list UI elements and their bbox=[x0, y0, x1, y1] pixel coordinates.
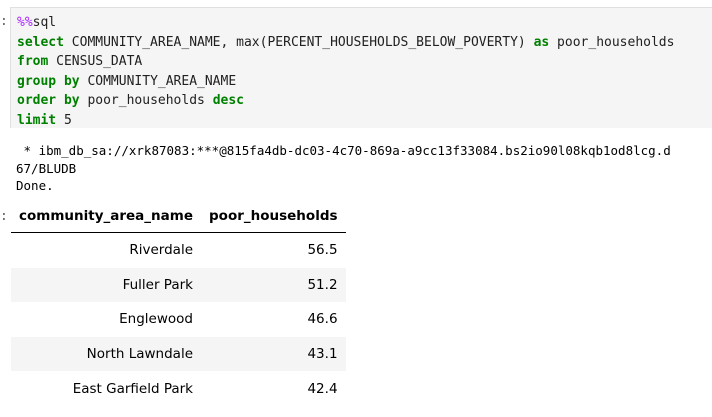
cell-poor-households: 46.6 bbox=[201, 302, 346, 337]
sql-keyword: group by bbox=[17, 73, 80, 89]
code-token: poor_households bbox=[549, 34, 675, 50]
code-line: from CENSUS_DATA bbox=[17, 52, 712, 72]
cell-community-area-name: East Garfield Park bbox=[11, 371, 201, 406]
cell-community-area-name: North Lawndale bbox=[11, 336, 201, 372]
cell-poor-households: 43.1 bbox=[201, 336, 346, 372]
table-row: Riverdale 56.5 bbox=[11, 232, 346, 268]
sql-keyword: limit bbox=[17, 112, 57, 128]
table-body: Riverdale 56.5 Fuller Park 51.2 Englewood 46.… bbox=[11, 232, 346, 406]
code-line: select COMMUNITY_AREA_NAME, max(PERCENT_… bbox=[17, 33, 712, 53]
table-header-row: community_area_name poor_households bbox=[11, 200, 346, 233]
code-token: 5 bbox=[56, 112, 72, 128]
table-row: East Garfield Park 42.4 bbox=[11, 371, 346, 406]
column-header-poor-households: poor_households bbox=[201, 200, 346, 233]
cell-output-stdout: * ibm_db_sa://xrk87083:***@815fa4db-dc03… bbox=[16, 142, 671, 195]
stdout-line: 67/BLUDB bbox=[16, 160, 77, 176]
code-line: order by poor_households desc bbox=[17, 91, 712, 111]
output-prompt-mark: : bbox=[0, 209, 8, 224]
code-line: %%sql bbox=[17, 13, 712, 33]
code-token: COMMUNITY_AREA_NAME, max(PERCENT_HOUSEHO… bbox=[63, 34, 534, 50]
sql-keyword: from bbox=[17, 54, 49, 70]
code-token: sql bbox=[32, 15, 57, 30]
code-token: CENSUS_DATA bbox=[48, 54, 143, 70]
column-header-community-area-name: community_area_name bbox=[11, 200, 201, 233]
cell-poor-households: 51.2 bbox=[201, 267, 346, 303]
cell-community-area-name: Englewood bbox=[11, 302, 201, 337]
cell-poor-households: 42.4 bbox=[201, 371, 346, 406]
table-row: Englewood 46.6 bbox=[11, 302, 346, 337]
cell-magic: %% bbox=[17, 15, 33, 30]
cell-community-area-name: Riverdale bbox=[11, 232, 201, 268]
code-token: COMMUNITY_AREA_NAME bbox=[79, 73, 237, 89]
result-table: community_area_name poor_households Rive… bbox=[11, 200, 346, 406]
table-row: North Lawndale 43.1 bbox=[11, 336, 346, 372]
cell-community-area-name: Fuller Park bbox=[11, 267, 201, 303]
table-row: Fuller Park 51.2 bbox=[11, 267, 346, 303]
code-cell-editor[interactable]: %%sql select COMMUNITY_AREA_NAME, max(PER… bbox=[10, 7, 712, 128]
code-line: limit 5 bbox=[17, 111, 712, 131]
sql-keyword: as bbox=[533, 34, 550, 50]
stdout-line: * ibm_db_sa://xrk87083:***@815fa4db-dc03… bbox=[16, 143, 671, 158]
cell-poor-households: 56.5 bbox=[201, 232, 346, 268]
sql-keyword: desc bbox=[212, 93, 244, 109]
code-token: poor_households bbox=[79, 93, 213, 109]
stdout-line: Done. bbox=[16, 178, 54, 193]
sql-keyword: order by bbox=[17, 93, 80, 109]
sql-keyword: select bbox=[17, 34, 64, 50]
cell-prompt-mark: : bbox=[0, 14, 8, 29]
code-line: group by COMMUNITY_AREA_NAME bbox=[17, 72, 712, 92]
